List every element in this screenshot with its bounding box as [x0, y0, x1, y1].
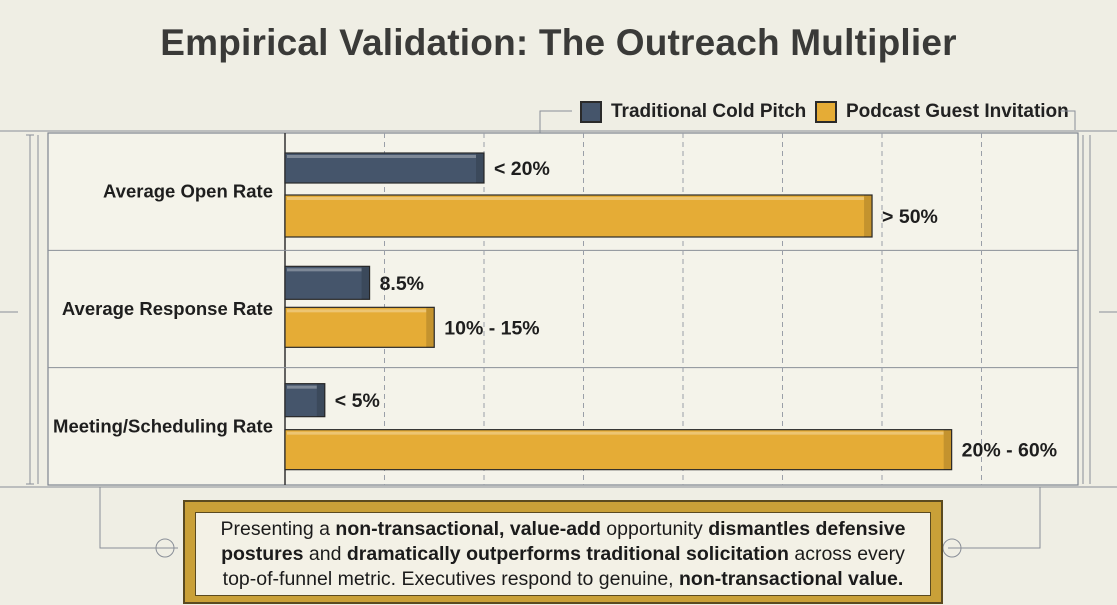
bar-body	[284, 429, 953, 471]
bars	[284, 152, 953, 471]
bar-value-label: 20% - 60%	[962, 440, 1057, 462]
bar-body	[284, 152, 485, 184]
bar-bevel	[864, 195, 873, 237]
value-labels: < 20% > 50% 8.5% 10% - 15% < 5% 20% - 60%	[335, 158, 1057, 462]
callout-text-4: across every top-of-funnel metric. Execu…	[222, 542, 905, 590]
bar-bevel	[361, 266, 370, 300]
chart-title: Empirical Validation: The Outreach Multi…	[160, 22, 957, 63]
legend-item-cold-pitch: Traditional Cold Pitch	[580, 99, 806, 125]
bar-highlight	[287, 155, 476, 158]
bar-value-label: 10% - 15%	[444, 317, 539, 339]
blueprint-decor	[0, 110, 1117, 558]
bar-bevel	[316, 383, 325, 417]
callout-text-3: and	[303, 542, 347, 565]
callout-bold-4: non-transactional value.	[679, 567, 904, 590]
bar	[284, 152, 485, 184]
legend-label-podcast: Podcast Guest Invitation	[846, 101, 1069, 122]
callout-text-1: Presenting a	[220, 517, 336, 540]
bar-body	[284, 383, 326, 418]
bar	[284, 265, 371, 300]
bar-value-label: > 50%	[882, 206, 938, 228]
bar-highlight	[287, 431, 944, 435]
category-label: Average Response Rate	[62, 298, 273, 319]
callout-text-2: opportunity	[600, 517, 709, 540]
bar-body	[284, 306, 435, 348]
callout-box: Presenting a non-transactional, value-ad…	[183, 500, 943, 604]
bar-bevel	[426, 307, 435, 348]
callout-bold-2: dismantles defensive postures	[221, 517, 906, 565]
bar	[284, 429, 953, 471]
bar-value-label: 8.5%	[380, 273, 424, 295]
bar-body	[284, 265, 371, 300]
bar	[284, 194, 873, 238]
legend-swatch-cold-pitch	[580, 101, 602, 123]
legend-item-podcast: Podcast Guest Invitation	[815, 99, 1069, 125]
callout-text: Presenting a non-transactional, value-ad…	[195, 512, 931, 596]
bar-bevel	[476, 153, 484, 183]
plot-frame	[47, 132, 1079, 486]
bar-value-label: < 20%	[494, 158, 550, 180]
bar-highlight	[287, 309, 427, 313]
category-label: Meeting/Scheduling Rate	[53, 415, 273, 436]
legend-label-cold-pitch: Traditional Cold Pitch	[611, 101, 807, 122]
bar-highlight	[287, 197, 865, 200]
bar-bevel	[943, 429, 952, 470]
bar-highlight	[287, 385, 317, 389]
callout-bold-3: dramatically outperforms traditional sol…	[346, 542, 789, 565]
category-label: Average Open Rate	[103, 181, 273, 202]
plot-area	[47, 132, 1079, 486]
category-labels: Average Open Rate Average Response Rate Me…	[53, 181, 273, 437]
callout-bold-1: non-transactional, value-add	[335, 517, 601, 540]
bar	[284, 306, 435, 348]
bar-body	[284, 194, 873, 238]
callout-paragraph: Presenting a non-transactional, value-ad…	[210, 517, 916, 592]
bar-highlight	[287, 268, 362, 272]
bar	[284, 383, 326, 418]
bar-value-label: < 5%	[335, 390, 380, 412]
legend-swatch-podcast	[815, 101, 837, 123]
